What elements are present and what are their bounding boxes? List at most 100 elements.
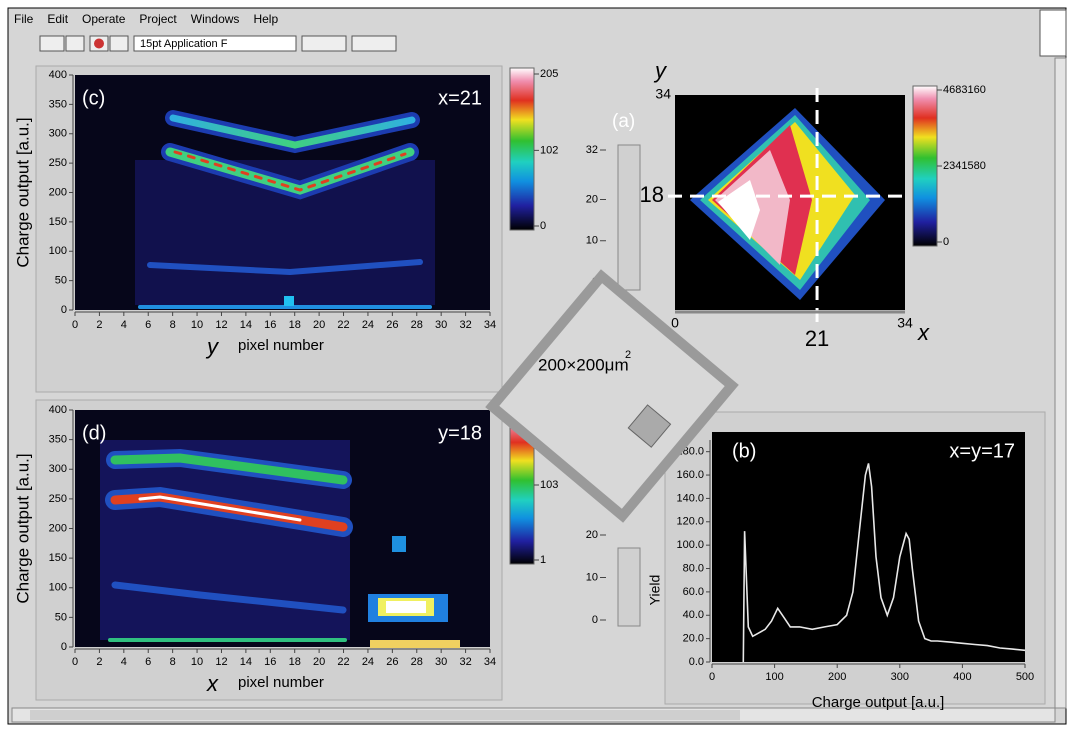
align-button[interactable] [301,35,347,52]
y-axis-symbol: y [653,58,668,83]
x-tick-label: 0 [72,656,78,668]
x-tick-label: 300 [891,671,909,683]
menu-item[interactable]: File [14,12,34,26]
x-tick-label: 6 [145,319,151,331]
band-core [138,495,302,522]
colorbar-tick-label: 102 [540,144,558,156]
y-tick-label: 400 [49,69,67,81]
heatmap-d-features [100,440,460,648]
x-tick-label: 12 [215,319,227,331]
run-continuous-button[interactable] [65,35,85,52]
cursor-layer [668,88,905,330]
x-tick-label: 0 [671,315,679,331]
menu-item[interactable]: Project [139,12,177,26]
x-tick-label: 2 [96,319,102,331]
menu-item[interactable]: Windows [191,12,240,26]
blob-core [386,601,426,613]
x-tick-label: 32 [459,319,471,331]
band [111,581,347,614]
y-tick-label: 150 [49,216,67,228]
x-tick-label: 24 [362,319,374,331]
abort-icon [94,38,104,49]
band [110,453,348,485]
x-tick-label: 2 [96,656,102,668]
x-tick-label: 0 [72,319,78,331]
font-selector-text: 15pt Application F [140,38,228,50]
slider-track[interactable] [617,144,641,291]
panel-label: (a) [612,111,635,132]
y-tick-label: 50 [55,275,67,287]
menu-item[interactable]: Operate [82,12,126,26]
x-axis-symbol: x [917,320,930,345]
y-tick-label: 350 [49,98,67,110]
scroll-thumb[interactable] [30,710,740,720]
chip-photo [485,269,739,523]
x-tick-label: 10 [191,656,203,668]
heatmap-c-features [135,110,435,309]
x-tick-label: 100 [765,671,783,683]
x-tick-label: 4 [121,656,127,668]
y-tick-label: 350 [49,434,67,446]
font-selector[interactable] [133,35,297,52]
y-tick-label: 300 [49,463,67,475]
dynamic-layer: 0 2 4 6 8 10 12 14 16 18 20 22 24 26 28 30 32 34050100150… [13,58,1034,711]
x-tick-label: 200 [828,671,846,683]
x-tick-label: 16 [264,656,276,668]
x-tick-label: 28 [411,656,423,668]
slider-tick-label: 10 [586,235,598,247]
x-tick-label: 4 [121,319,127,331]
menu-item[interactable]: Help [253,12,278,26]
colorbar-tick-label: 205 [540,68,558,80]
vi-icon [1039,9,1067,57]
y-axis-label: Yield [647,575,663,606]
x-tick-label: 34 [897,315,913,331]
slider-track[interactable] [617,547,641,627]
colorbar-tick-label: 0 [540,220,546,232]
band [147,259,423,276]
x-tick-label: 18 [289,319,301,331]
x-tick-label: 26 [386,656,398,668]
vertical-scrollbar[interactable] [1054,57,1067,709]
y-tick-label: 0 [61,641,67,653]
x-tick-label: 500 [1016,671,1034,683]
x-axis-symbol: x [206,671,219,696]
menu-item[interactable]: Edit [47,12,68,26]
x-axis-symbol: y [205,334,220,359]
spot [370,640,460,648]
x-tick-label: 14 [240,319,252,331]
colorbar-c [509,67,535,231]
x-tick-label: 34 [484,319,496,331]
x-axis-label: Charge output [a.u.] [812,694,945,711]
x-tick-label: 32 [459,656,471,668]
y-axis-label: Charge output [a.u.] [13,453,32,603]
pause-button[interactable] [109,35,129,52]
colorbar-a [912,85,938,247]
distribute-button[interactable] [351,35,397,52]
x-axis-label: pixel number [238,337,324,354]
x-tick-label: 6 [145,656,151,668]
toolbar: 15pt Application F [39,35,397,52]
run-button[interactable] [39,35,65,52]
colorbar-tick-label: 2341580 [943,160,986,172]
y-tick-label: 160.0 [676,469,704,481]
x-tick-label: 22 [337,656,349,668]
x-tick-label: 28 [411,319,423,331]
y-tick-label: 60.0 [683,586,704,598]
panel-label: (c) [82,87,105,109]
x-tick-label: 30 [435,319,447,331]
x-tick-label: 10 [191,319,203,331]
y-tick-label: 150 [49,552,67,564]
y-tick-label: 100 [49,582,67,594]
cursor-x-label: 21 [805,326,829,351]
y-tick-label: 300 [49,128,67,140]
x-tick-label: 20 [313,319,325,331]
y-tick-label: 50 [55,611,67,623]
y-tick-label: 250 [49,157,67,169]
y-tick-label: 80.0 [683,562,704,574]
spectrum-line [742,463,1026,663]
chip-label-superscript: 2 [625,349,631,361]
spot [392,536,406,552]
colorbar-tick-label: 103 [540,479,558,491]
panel-label: (b) [732,440,756,462]
